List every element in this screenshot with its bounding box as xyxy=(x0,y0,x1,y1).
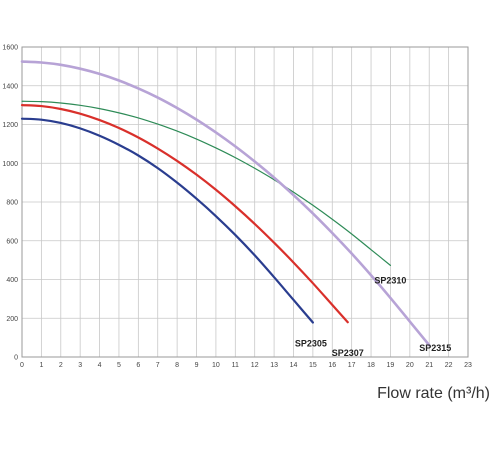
y-tick-label: 0 xyxy=(14,355,18,362)
series-line-sp2307 xyxy=(20,104,349,324)
plot-border xyxy=(21,46,469,358)
x-tick-label: 22 xyxy=(445,362,453,369)
x-tick-label: 13 xyxy=(270,362,278,369)
series-label-sp2307: SP2307 xyxy=(332,348,364,358)
x-tick-label: 10 xyxy=(212,362,220,369)
x-tick-label: 20 xyxy=(406,362,414,369)
y-tick-label: 1000 xyxy=(2,161,18,168)
x-tick-label: 15 xyxy=(309,362,317,369)
y-tick-label: 800 xyxy=(6,200,18,207)
x-tick-label: 11 xyxy=(232,362,239,369)
x-tick-label: 6 xyxy=(136,362,140,369)
series-labels: SP2305 SP2307 SP2310 SP2315 xyxy=(295,275,451,358)
x-tick-label: 9 xyxy=(195,362,199,369)
y-tick-label: 1600 xyxy=(2,45,18,52)
series-label-sp2310: SP2310 xyxy=(374,275,406,285)
series-line-sp2305 xyxy=(20,117,314,324)
x-tick-label: 14 xyxy=(290,362,298,369)
x-tick-label: 12 xyxy=(251,362,259,369)
x-tick-label: 4 xyxy=(98,362,102,369)
x-tick-label: 1 xyxy=(39,362,43,369)
x-tick-label: 18 xyxy=(367,362,375,369)
x-tick-label: 5 xyxy=(117,362,121,369)
series-label-sp2315: SP2315 xyxy=(419,343,451,353)
x-tick-label: 23 xyxy=(464,362,472,369)
x-tick-label: 17 xyxy=(348,362,356,369)
y-tick-label: 1200 xyxy=(2,122,18,129)
y-tick-label: 400 xyxy=(6,277,18,284)
y-tick-label: 200 xyxy=(6,316,18,323)
axes: 0 1 2 3 4 5 6 7 8 9 10 11 12 13 14 15 16 17 18 19 20 21 22 2302… xyxy=(2,45,472,370)
x-tick-label: 2 xyxy=(59,362,63,369)
x-tick-label: 7 xyxy=(156,362,160,369)
x-tick-label: 3 xyxy=(78,362,82,369)
series-lines xyxy=(20,60,431,347)
series-line-sp2315 xyxy=(20,60,431,347)
series-line-sp2310 xyxy=(21,100,392,266)
x-tick-label: 16 xyxy=(328,362,336,369)
y-tick-label: 1400 xyxy=(2,83,18,90)
x-axis-label: Flow rate (m³/h) xyxy=(377,385,490,402)
x-tick-label: 19 xyxy=(387,362,395,369)
x-tick-label: 0 xyxy=(20,362,24,369)
x-tick-label: 8 xyxy=(175,362,179,369)
x-tick-label: 21 xyxy=(425,362,433,369)
y-tick-label: 600 xyxy=(6,238,18,245)
series-label-sp2305: SP2305 xyxy=(295,339,327,349)
